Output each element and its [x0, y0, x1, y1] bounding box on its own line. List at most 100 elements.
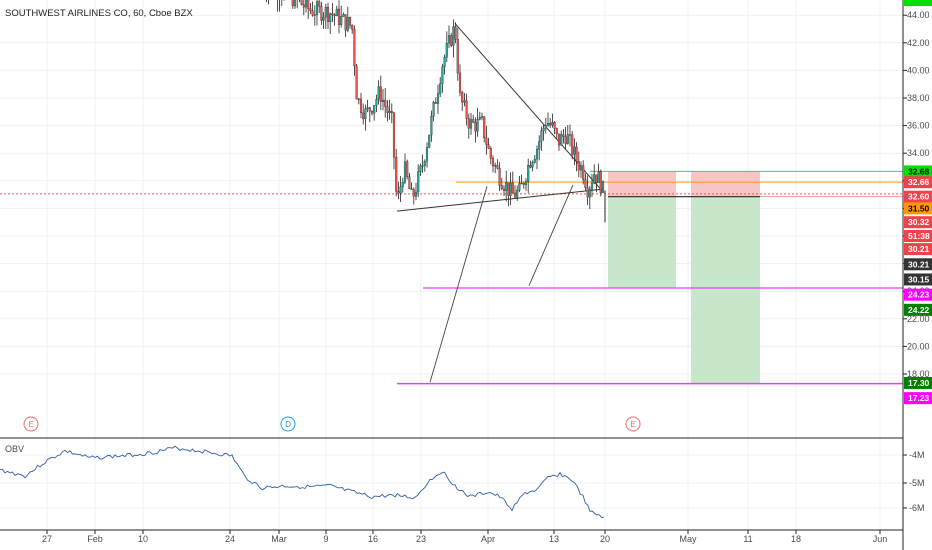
- candle-body: [562, 134, 565, 137]
- candle-body: [595, 174, 598, 184]
- candle-body: [511, 182, 514, 194]
- candle-body: [392, 112, 396, 158]
- candle-body: [535, 149, 539, 160]
- candle-body: [476, 119, 479, 132]
- candle-body: [487, 144, 490, 149]
- candle-body: [309, 8, 312, 11]
- candle-body: [542, 127, 545, 132]
- time-tick-label: Apr: [481, 534, 495, 544]
- obv-pane: OBV: [0, 437, 903, 519]
- time-tick-label: 10: [138, 534, 148, 544]
- price-tag-4: [904, 216, 932, 229]
- candle-body: [450, 35, 453, 46]
- candle-body: [307, 0, 310, 9]
- candle-body: [599, 171, 602, 193]
- candle-body: [403, 161, 407, 183]
- price-tag-label-8: 30.15: [908, 274, 930, 284]
- candle-body: [353, 29, 356, 67]
- price-tag-label-10: 24.22: [908, 305, 930, 315]
- time-tick-label: 16: [368, 534, 378, 544]
- candle-body: [469, 119, 473, 129]
- candle-body: [419, 165, 422, 172]
- candle-body: [452, 26, 455, 46]
- candle-body: [355, 65, 358, 100]
- candle-body: [410, 188, 413, 190]
- candle-body: [494, 165, 497, 167]
- event-marker-label-2: E: [630, 420, 635, 429]
- candle-body: [441, 66, 444, 84]
- candle-body: [531, 162, 534, 168]
- obv-tick-label: -4M: [909, 450, 925, 460]
- obv-label: OBV: [5, 444, 24, 454]
- candle-body: [538, 141, 541, 150]
- candle-body: [540, 130, 543, 142]
- candle-body: [553, 122, 556, 129]
- event-marker-label-1: D: [285, 420, 291, 429]
- candle-body: [564, 136, 567, 144]
- stop-zone-1: [608, 171, 676, 197]
- time-tick-label: 23: [416, 534, 426, 544]
- candle-body: [401, 182, 404, 187]
- candle-body: [366, 107, 369, 109]
- candle-body: [518, 183, 521, 191]
- candle-body: [324, 7, 327, 18]
- candle-body: [335, 8, 338, 17]
- time-tick-label: May: [679, 534, 697, 544]
- candle-body: [555, 128, 558, 135]
- candle-body: [315, 1, 319, 15]
- candle-body: [571, 134, 574, 155]
- projection-1: [429, 186, 488, 383]
- time-tick-label: 20: [600, 534, 610, 544]
- time-tick-label: Feb: [87, 534, 103, 544]
- price-tick-label: 20.00: [907, 341, 930, 351]
- candle-body: [496, 165, 499, 169]
- candle-body: [456, 39, 459, 74]
- candle-body: [582, 165, 585, 180]
- price-tag-label-1: 32.66: [908, 177, 930, 187]
- candle-body: [331, 13, 334, 15]
- candle-body: [527, 165, 530, 182]
- candle-body: [483, 116, 486, 139]
- price-tick-label: 40.00: [907, 65, 930, 75]
- candle-body: [478, 117, 481, 120]
- candle-body: [337, 8, 341, 25]
- candle-body: [351, 24, 354, 30]
- price-tag-6: [904, 243, 932, 256]
- candle-body: [406, 161, 409, 177]
- candle-body: [333, 14, 336, 17]
- candle-body: [346, 17, 349, 31]
- candle-body: [344, 14, 347, 31]
- time-tick-label: 18: [791, 534, 801, 544]
- price-tag-label-0: 32.68: [908, 166, 930, 176]
- candle-body: [507, 182, 510, 196]
- candle-body: [465, 100, 468, 119]
- candle-body: [516, 190, 519, 198]
- candle-body: [601, 180, 605, 193]
- candle-body: [302, 4, 305, 8]
- candle-body: [586, 187, 589, 198]
- candle-body: [304, 0, 308, 8]
- price-tag-label-4: 30.32: [908, 217, 930, 227]
- price-tag-5: [904, 230, 932, 242]
- candle-body: [533, 158, 536, 163]
- candle-body: [375, 99, 378, 106]
- candle-body: [395, 156, 398, 192]
- candle-body: [524, 181, 528, 185]
- candle-body: [472, 119, 475, 123]
- candle-body: [300, 0, 303, 5]
- candle-body: [522, 183, 525, 185]
- candle-body: [390, 111, 393, 114]
- candle-body: [588, 188, 591, 198]
- projection-2: [528, 184, 574, 286]
- trendline-lower: [396, 188, 604, 212]
- price-tick-label: 38.00: [907, 93, 930, 103]
- time-tick-label: 13: [549, 534, 559, 544]
- candle-body: [293, 0, 297, 7]
- candle-body: [412, 189, 415, 197]
- candle-body: [509, 182, 512, 196]
- price-tag-0: [904, 165, 932, 178]
- candle-body: [320, 6, 323, 21]
- candle-body: [447, 35, 451, 44]
